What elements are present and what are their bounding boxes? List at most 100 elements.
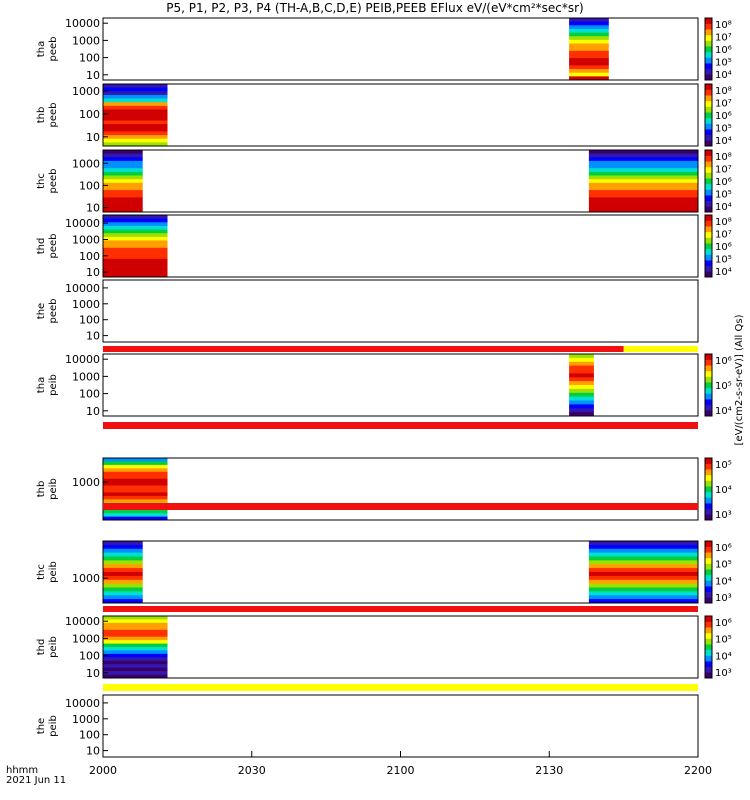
thd-peeb-spectrogram-block-0-band-15: [103, 269, 168, 274]
thc-peib-colorbar-segment: [705, 597, 712, 604]
thb-peib-colorbar-segment: [705, 463, 712, 470]
thc-peeb-spectrogram-block-0-band-2: [103, 157, 143, 162]
thc-peeb-spectrogram-block-1-band-16: [588, 208, 698, 213]
thd-peib-spectrogram-block-0-band-13: [103, 660, 168, 665]
thc-peeb-spectrogram-block-0-band-15: [103, 204, 143, 209]
thd-peib-colorbar-segment: [705, 661, 712, 667]
x-tick-label: 2030: [238, 764, 266, 777]
thd-peeb-spectrogram-block-0-band-3: [103, 225, 168, 230]
tha-peib-spectrogram-block-0-band-0: [569, 354, 594, 359]
tha-peeb-colorbar-frame: [704, 17, 713, 81]
thc-peeb-spectrogram-block-1-band-3: [588, 160, 698, 165]
the-peeb-label-product: peeb: [48, 299, 59, 324]
the-peib-y-tick-label: 10: [86, 745, 100, 758]
thb-peib-colorbar-segment: [705, 480, 712, 487]
tha-peib-colorbar-frame: [704, 353, 713, 417]
tha-peeb-spectrogram-block-0-band-5: [569, 36, 609, 41]
tha-peib-colorbar-tick-label: 10⁶: [715, 356, 732, 367]
thc-peib-spectrogram-block-0-band-4: [103, 556, 143, 561]
thd-peib-spectrogram-block-0-band-7: [103, 640, 168, 644]
thc-peeb-colorbar-segment: [705, 161, 712, 168]
thb-peib-spectrogram-block-0-band-12: [103, 499, 168, 504]
thc-peib-colorbar-segment: [705, 552, 712, 559]
thb-peib-plot-area: [103, 458, 698, 520]
thc-peib-colorbar-tick-label: 10⁶: [715, 543, 732, 554]
thc-peeb-spectrogram-block-0-band-7: [103, 175, 143, 180]
tha-peib-colorbar-segment: [705, 404, 712, 411]
tha-peeb-spectrogram-block-0-band-1: [569, 21, 609, 26]
tha-peib-spectrogram-block-0-band-11: [569, 396, 594, 401]
thc-peeb-colorbar-tick-label: 10⁴: [715, 202, 732, 213]
thb-peeb-spectrogram-block-0-band-11: [103, 124, 168, 129]
tha-peib-spectrogram-block-0-band-6: [569, 377, 594, 382]
thb-peib-spectrogram-block-0-band-6: [103, 478, 168, 483]
thc-peib-spectrogram-block-1-band-6: [588, 564, 698, 569]
tha-peib-spectrogram-block-0-band-1: [569, 357, 594, 363]
thb-peeb-spectrogram-block-0-band-12: [103, 127, 168, 132]
tha-peib-colorbar-segment: [705, 410, 712, 417]
thc-peeb-frame: [102, 149, 699, 213]
thc-peeb-spectrogram-block-0-band-1: [103, 153, 143, 158]
thc-peeb-spectrogram-block-0-band-5: [103, 168, 143, 173]
thd-peib-colorbar-segment: [705, 655, 712, 662]
thb-peib-colorbar-segment: [705, 514, 712, 521]
thd-peeb-colorbar-segment: [705, 231, 712, 238]
thb-peeb-spectrogram-block-0-band-15: [103, 138, 168, 143]
thd-peeb-colorbar-segment: [705, 215, 712, 221]
thd-peeb-spectrogram-block-0-band-7: [103, 240, 168, 245]
colorbar-units-label: [eV/(cm2-s-sr-eV)] (All Qs): [734, 314, 745, 445]
tha-peeb-y-tick-label: 10000: [65, 17, 100, 30]
thb-peib-spectrogram-block-0-band-1: [103, 461, 168, 466]
thb-peib-spectrogram-block-0-band-15: [103, 509, 168, 514]
tha-peib-spectrogram-block-0-band-13: [569, 404, 594, 409]
thc-peeb-spectrogram-block-1-band-8: [588, 179, 698, 184]
thb-peeb-spectrogram-block-0-band-16: [103, 142, 168, 147]
thc-peib-spectrogram-block-1-band-0: [588, 541, 698, 546]
thb-peib-colorbar-frame: [704, 457, 713, 521]
tha-peeb-colorbar-tick-label: 10⁶: [715, 45, 732, 56]
thc-peeb-spectrogram-block-1-band-7: [588, 175, 698, 180]
thc-peib-spectrogram-block-0-band-6: [103, 564, 143, 569]
tha-peib-colorbar-segment: [705, 370, 712, 377]
tha-peib-plot-area: [103, 354, 698, 416]
thb-peeb-spectrogram-block-0-band-2: [103, 91, 168, 96]
thb-peeb-spectrogram-block-0-band-13: [103, 131, 168, 136]
tha-peib-spectrogram-block-0-band-15: [569, 412, 594, 417]
tha-peeb-spectrogram-block-0-band-14: [569, 69, 609, 74]
thb-peib-spectrogram-block-0-band-9: [103, 489, 168, 493]
thd-peeb-spectrogram-block-0-band-9: [103, 247, 168, 252]
thd-peeb-plot-area: [103, 215, 698, 277]
thb-peeb-colorbar-segment: [705, 134, 712, 141]
the-peib-y-tick-label: 1000: [72, 713, 100, 726]
thd-peib-colorbar-segment: [705, 632, 712, 639]
thc-peib-spectrogram-block-1-band-14: [588, 595, 698, 600]
thb-peeb-spectrogram-block-0-band-4: [103, 98, 168, 103]
thb-peeb-colorbar-segment: [705, 95, 712, 102]
thc-peib-label-probe: thc: [36, 564, 47, 580]
thc-peeb-y-tick-label: 10: [86, 202, 100, 215]
thd-peib-spectrogram-block-0-band-17: [103, 674, 168, 679]
thc-peeb-spectrogram-block-1-band-12: [588, 193, 698, 198]
tha-peib-y-tick-label: 100: [79, 388, 100, 401]
thd-peeb-spectrogram-block-0-band-4: [103, 229, 168, 234]
thc-peeb-spectrogram-block-1-band-11: [588, 190, 698, 195]
thb-peeb-colorbar-segment: [705, 112, 712, 119]
thc-peeb-spectrogram-block-1-band-6: [588, 171, 698, 176]
thd-peeb-colorbar-segment: [705, 243, 712, 250]
tha-peeb-spectrogram-block-0-band-0: [569, 18, 609, 22]
thd-peeb-spectrogram-block-0-band-5: [103, 233, 168, 238]
thb-peeb-spectrogram-block-0-band-10: [103, 120, 168, 125]
tha-peeb-spectrogram-block-0-band-10: [569, 54, 609, 59]
thd-peeb-spectrogram-block-0-band-11: [103, 255, 168, 260]
tha-peib-spectrogram-block-0-band-12: [569, 400, 594, 405]
thc-peeb-spectrogram-block-0-band-16: [103, 208, 143, 213]
thb-peeb-spectrogram-block-0-band-1: [103, 87, 168, 92]
thc-peib-spectrogram-block-0-band-12: [103, 587, 143, 592]
thd-peib-y-tick-label: 10000: [65, 615, 100, 628]
thc-peib-y-tick-label: 1000: [72, 572, 100, 585]
thd-peeb-colorbar-tick-label: 10⁶: [715, 242, 732, 253]
thd-peeb-colorbar-segment: [705, 237, 712, 244]
thc-peib-colorbar-segment: [705, 591, 712, 598]
tha-peeb-spectrogram-block-0-band-16: [569, 76, 609, 81]
tha-peeb-y-tick-label: 10: [86, 69, 100, 82]
